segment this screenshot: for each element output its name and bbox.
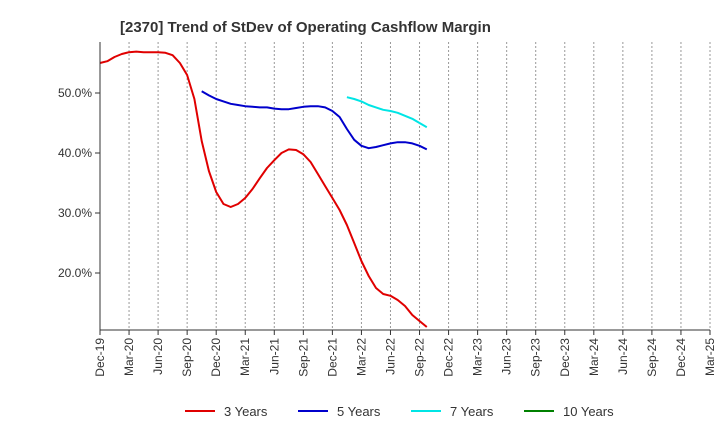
x-tick-label: Jun-21 xyxy=(267,338,281,375)
x-tick-label: Jun-23 xyxy=(500,338,514,375)
x-tick-label: Dec-24 xyxy=(674,338,688,377)
legend-label: 10 Years xyxy=(563,404,614,419)
x-tick-label: Jun-24 xyxy=(616,338,630,375)
x-tick-label: Dec-21 xyxy=(325,338,339,377)
grid xyxy=(99,42,711,330)
x-tick-label: Mar-25 xyxy=(703,338,717,376)
x-tick-label: Dec-20 xyxy=(209,338,223,377)
series-line-3-years xyxy=(99,50,428,328)
x-tick-label: Sep-22 xyxy=(413,338,427,377)
y-axis-ticks: 20.0% 30.0% 40.0% 50.0% xyxy=(58,86,100,280)
x-tick-label: Sep-20 xyxy=(180,338,194,377)
x-tick-label: Mar-24 xyxy=(587,338,601,376)
series-line-5-years xyxy=(201,90,428,151)
x-tick-label: Jun-22 xyxy=(383,338,397,375)
x-tick-label: Sep-21 xyxy=(296,338,310,377)
series-line-7-years xyxy=(346,96,428,129)
x-tick-label: Sep-24 xyxy=(645,338,659,377)
x-tick-label: Mar-21 xyxy=(238,338,252,376)
y-tick-label: 30.0% xyxy=(58,206,92,220)
legend: 3 Years 5 Years 7 Years 10 Years xyxy=(185,404,614,419)
x-tick-label: Mar-20 xyxy=(122,338,136,376)
x-tick-label: Mar-23 xyxy=(471,338,485,376)
x-tick-label: Mar-22 xyxy=(354,338,368,376)
x-tick-label: Dec-22 xyxy=(442,338,456,377)
axes xyxy=(99,42,710,331)
x-tick-label: Dec-23 xyxy=(558,338,572,377)
y-tick-label: 50.0% xyxy=(58,86,92,100)
legend-label: 3 Years xyxy=(224,404,268,419)
chart-title: [2370] Trend of StDev of Operating Cashf… xyxy=(120,19,491,36)
x-tick-label: Sep-23 xyxy=(529,338,543,377)
x-axis-ticks: Dec-19 Mar-20 Jun-20 Sep-20 Dec-20 Mar-21 Jun-… xyxy=(93,330,717,377)
legend-label: 5 Years xyxy=(337,404,381,419)
x-tick-label: Jun-20 xyxy=(151,338,165,375)
x-tick-label: Dec-19 xyxy=(93,338,107,377)
legend-label: 7 Years xyxy=(450,404,494,419)
y-tick-label: 20.0% xyxy=(58,266,92,280)
y-tick-label: 40.0% xyxy=(58,146,92,160)
series-lines xyxy=(99,50,428,328)
